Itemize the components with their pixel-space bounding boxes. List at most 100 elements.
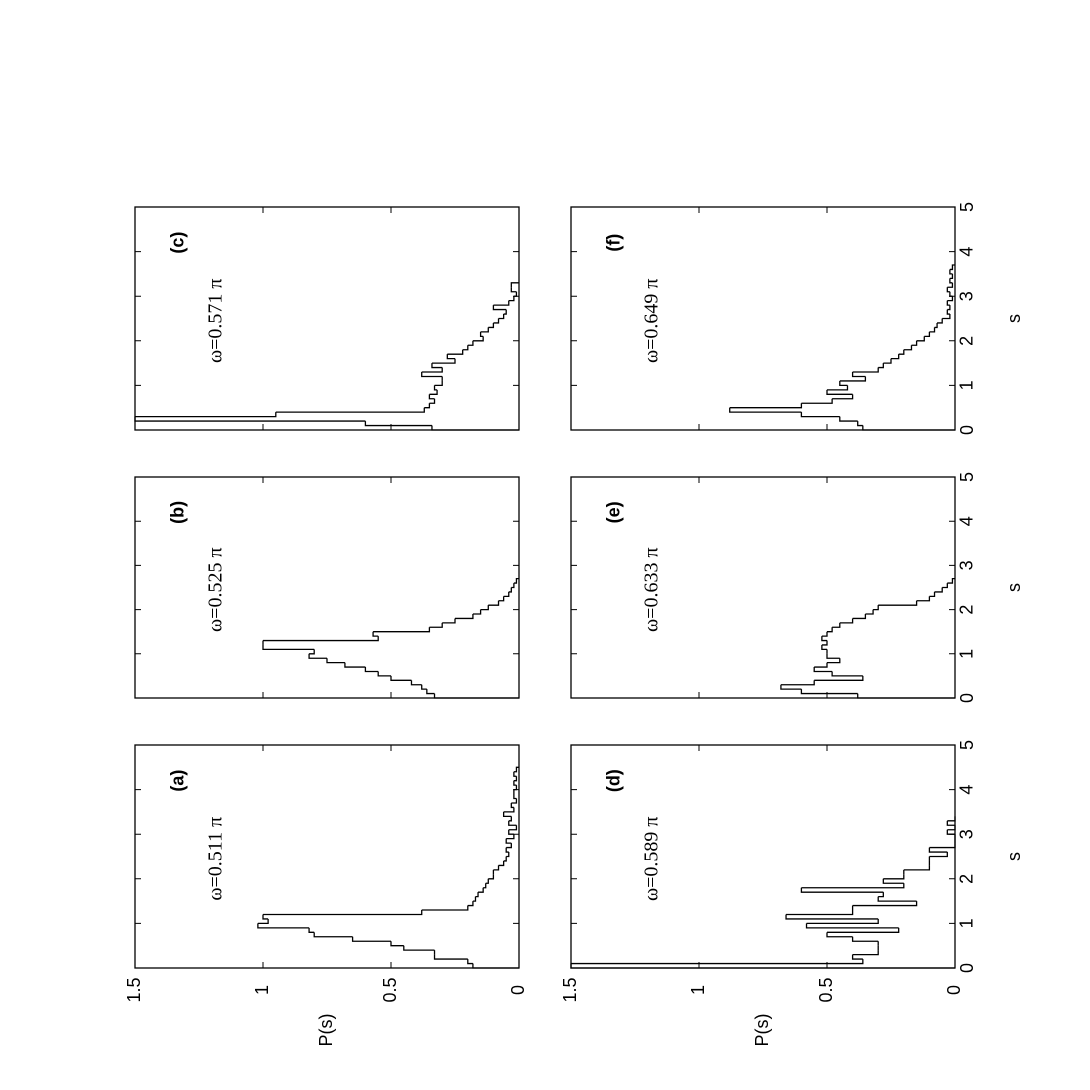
histogram-step [475, 892, 479, 898]
histogram-step [839, 380, 848, 387]
histogram-step [937, 318, 943, 324]
histogram-step [831, 671, 863, 677]
histogram-step [263, 910, 423, 916]
histogram-step [472, 336, 484, 342]
histogram-step [429, 622, 443, 628]
histogram-step [424, 403, 431, 409]
histogram-step [467, 959, 473, 965]
histogram-step [946, 287, 950, 293]
histogram-step [827, 658, 841, 664]
histogram-step [805, 923, 899, 929]
histogram-step [135, 412, 277, 418]
histogram-step [263, 636, 379, 642]
histogram-step [924, 331, 931, 337]
histogram-step [472, 963, 519, 969]
histogram-step [851, 954, 863, 960]
histogram-step [262, 644, 315, 651]
histogram-step [503, 591, 510, 597]
histogram-step [513, 291, 518, 297]
s-tick-label: 3 [957, 829, 977, 839]
p-tick-label: 0.5 [816, 977, 836, 1002]
histogram-step [946, 829, 955, 835]
histogram-step [433, 385, 438, 391]
histogram-step [503, 309, 507, 315]
histogram-step [947, 578, 955, 584]
histogram-step [498, 314, 505, 320]
histogram-step [786, 910, 854, 916]
histogram-step [839, 416, 858, 422]
histogram-step [929, 852, 948, 858]
histogram-step [839, 376, 867, 382]
histogram-step [878, 892, 884, 898]
histogram-step [891, 354, 900, 360]
histogram-step [510, 802, 514, 809]
panel-label: (e) [604, 501, 624, 523]
histogram-step [878, 363, 884, 369]
histogram-step [478, 887, 484, 893]
histogram-step [826, 653, 840, 659]
histogram-step [421, 684, 427, 690]
histogram-step [513, 776, 518, 782]
histogram-step [364, 667, 379, 673]
histogram-step [508, 820, 517, 826]
annotation: ω=0.633 π [641, 547, 663, 632]
annotation: ω=0.525 π [205, 547, 227, 632]
histogram-step [428, 394, 435, 400]
histogram-step [390, 941, 404, 947]
p-tick-label: 0.5 [380, 977, 400, 1002]
histogram-step [865, 609, 874, 615]
histogram-step [903, 345, 913, 351]
histogram-step [134, 416, 366, 422]
histogram-step [826, 389, 853, 395]
plot-frame [134, 206, 520, 431]
histogram-step [911, 340, 918, 346]
histogram-step [780, 684, 802, 690]
histogram-step [821, 631, 828, 637]
histogram-step [488, 322, 495, 329]
histogram-step [947, 282, 954, 288]
histogram-step [493, 300, 510, 306]
histogram-step [429, 389, 438, 395]
panel-label: (a) [168, 770, 188, 792]
plot-frame [570, 206, 956, 431]
histogram-step [364, 421, 432, 427]
histogram-step [852, 367, 879, 373]
histogram-step [832, 622, 841, 628]
histogram-step [800, 412, 840, 418]
p-tick-label: 1.5 [124, 977, 144, 1002]
histogram-step [934, 322, 938, 329]
s-tick-label: 5 [957, 740, 977, 750]
histogram-step [503, 807, 515, 813]
histogram-step [929, 591, 936, 597]
histogram-step [510, 282, 519, 288]
histogram-step [947, 305, 951, 311]
histogram-step [827, 927, 900, 933]
histogram-step [506, 834, 515, 840]
p-tick-label: 1 [252, 985, 272, 995]
histogram-step [826, 932, 853, 938]
histogram-step [513, 766, 519, 773]
histogram-step [862, 425, 955, 431]
histogram-step [814, 675, 864, 681]
histogram-step [851, 372, 866, 378]
histogram-step [410, 680, 422, 686]
histogram-step [313, 932, 353, 938]
histogram-step [852, 901, 918, 907]
p-tick-label: 1.5 [560, 977, 580, 1002]
histogram-step [821, 640, 828, 646]
histogram-step [308, 927, 315, 933]
p-tick-label: 0 [508, 985, 528, 995]
x-axis-label: s [1004, 852, 1024, 861]
histogram-step [390, 675, 412, 681]
histogram-step [462, 345, 469, 351]
histogram-step [429, 398, 436, 404]
plot-frame [134, 744, 520, 969]
histogram-step [513, 780, 517, 786]
histogram-step [485, 878, 489, 884]
histogram-step [928, 847, 948, 853]
histogram-step [447, 349, 464, 355]
histogram-step [506, 843, 512, 849]
histogram-step [503, 856, 507, 862]
histogram-step [421, 367, 443, 373]
histogram-step [508, 829, 514, 835]
